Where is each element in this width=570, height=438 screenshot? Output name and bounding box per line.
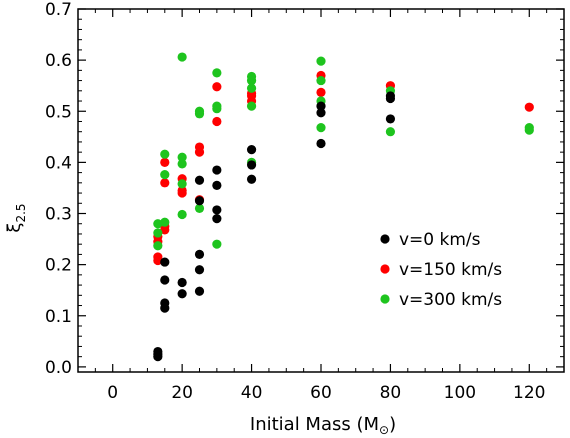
data-point — [177, 289, 187, 299]
data-point — [194, 249, 205, 260]
data-point — [153, 346, 163, 357]
legend-marker — [380, 264, 390, 274]
data-point — [212, 68, 222, 78]
data-point — [177, 159, 187, 169]
y-tick-label: 0.4 — [45, 153, 72, 173]
x-axis-label-close: ) — [389, 414, 396, 435]
y-tick-label: 0.6 — [45, 51, 72, 71]
data-point — [177, 209, 187, 220]
data-point — [212, 205, 222, 215]
legend-marker — [380, 234, 390, 244]
data-point — [246, 160, 257, 170]
legend-marker — [380, 294, 390, 304]
x-tick-label: 80 — [380, 383, 402, 403]
data-point — [177, 152, 187, 162]
x-tick-label: 120 — [513, 383, 545, 403]
data-point — [160, 170, 170, 180]
axis-ticks-layer: 0 20 40 60 80 100 120 0.0 0.1 0.2 0.3 0.4 0.5 0.6 0.7 — [45, 0, 565, 403]
data-point — [212, 82, 222, 92]
y-tick-label: 0.0 — [45, 358, 72, 378]
data-point — [194, 147, 205, 157]
data-point — [177, 52, 187, 62]
data-point — [316, 56, 326, 66]
data-point — [246, 75, 257, 86]
data-point — [385, 93, 396, 104]
y-tick-label: 0.7 — [45, 0, 72, 20]
data-point — [160, 149, 170, 159]
data-point — [246, 83, 257, 93]
data-point — [246, 101, 257, 111]
data-point — [160, 225, 170, 235]
data-point — [194, 196, 205, 206]
data-point — [316, 75, 326, 86]
data-point — [194, 286, 205, 296]
legend-label: v=0 km/s — [399, 230, 481, 250]
y-tick-label: 0.2 — [45, 256, 72, 276]
data-point — [160, 157, 170, 167]
data-point — [194, 203, 205, 213]
data-point — [316, 138, 326, 149]
data-point — [316, 87, 326, 97]
data-point — [316, 101, 326, 111]
data-point — [177, 188, 187, 198]
data-points-layer — [153, 52, 534, 362]
data-point — [194, 109, 205, 119]
data-point — [212, 239, 222, 249]
data-point — [246, 144, 257, 155]
data-point — [160, 275, 170, 285]
y-axis-label: ξ2.5 — [4, 203, 28, 232]
data-point — [194, 265, 205, 275]
data-point — [212, 104, 222, 114]
x-tick-label: 60 — [310, 383, 332, 403]
legend-label: v=300 km/s — [399, 290, 502, 310]
x-axis-label-sun-symbol: ⊙ — [379, 423, 389, 437]
y-axis-label-subscript: 2.5 — [14, 203, 28, 222]
x-tick-label: 0 — [107, 383, 118, 403]
data-point — [194, 175, 205, 185]
data-point — [212, 180, 222, 190]
data-point — [160, 217, 170, 227]
data-point — [524, 102, 534, 112]
data-point — [316, 123, 326, 133]
data-point — [246, 174, 257, 184]
data-point — [153, 219, 163, 229]
data-point — [177, 277, 187, 288]
data-point — [212, 214, 222, 224]
data-point — [160, 178, 170, 188]
data-point — [177, 179, 187, 189]
data-point — [153, 241, 163, 251]
data-point — [160, 257, 170, 267]
x-axis-label: Initial Mass (M⊙) — [250, 414, 396, 437]
x-tick-label: 100 — [444, 383, 476, 403]
data-point — [524, 125, 534, 135]
y-tick-label: 0.5 — [45, 102, 72, 122]
data-point — [212, 116, 222, 127]
data-point — [212, 165, 222, 175]
x-tick-label: 20 — [171, 383, 193, 403]
data-point — [385, 114, 396, 124]
data-point — [316, 108, 326, 118]
legend-label: v=150 km/s — [399, 260, 502, 280]
data-point — [385, 127, 396, 137]
y-tick-label: 0.3 — [45, 205, 72, 225]
y-axis-label-main: ξ — [4, 223, 25, 233]
data-point — [160, 303, 170, 313]
data-point — [153, 255, 163, 266]
data-point — [153, 228, 163, 238]
x-axis-label-main: Initial Mass (M — [250, 414, 379, 435]
legend: v=0 km/s v=150 km/s v=300 km/s — [380, 230, 502, 310]
y-tick-label: 0.1 — [45, 307, 72, 327]
x-tick-label: 40 — [241, 383, 263, 403]
